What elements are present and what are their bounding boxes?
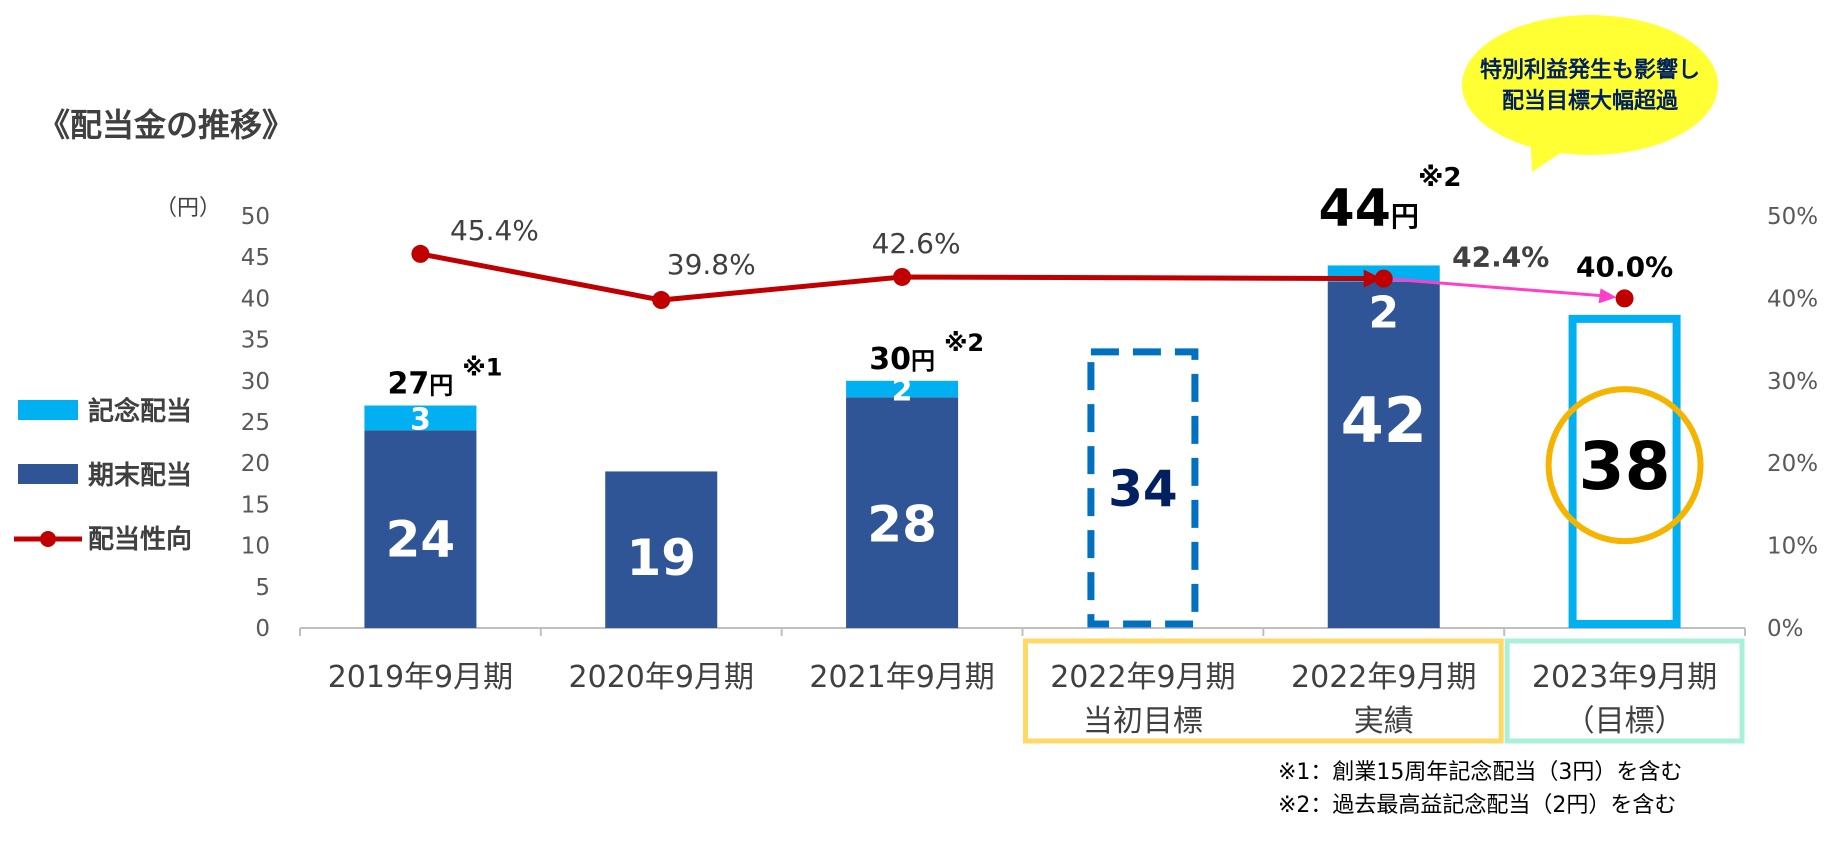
bar-value-label: 28 [867,496,937,554]
left-tick-label: 50 [241,204,270,230]
category-label: 実績 [1354,704,1414,739]
bar-value-label: 24 [386,511,456,569]
left-tick-label: 35 [241,328,270,354]
category-highlight-box [1023,638,1504,744]
category-highlight-box [1504,638,1745,744]
left-tick-label: 45 [241,245,270,271]
payout-ratio-point [652,291,671,310]
bar-commemorative-dividend [846,380,959,398]
category-label: （目標） [1565,704,1685,739]
callout-text: 特別利益発生も影響し [1480,57,1700,83]
left-tick-label: 25 [241,410,270,436]
right-tick-label: 10% [1767,534,1818,560]
segment-value-label: 2 [892,373,913,408]
bar-value-label: 34 [1108,460,1178,518]
category-label: 2022年9月期 [1291,660,1476,695]
callout-tail [1530,130,1580,172]
bar-year-end-dividend [364,430,477,628]
payout-ratio-label: 42.4% [1452,241,1549,274]
payout-ratio-point [1374,269,1393,288]
payout-ratio-point [411,244,430,263]
payout-ratio-label: 42.6% [872,227,961,260]
legend-label: 記念配当 [88,396,192,427]
arrowhead [1363,269,1382,288]
left-tick-label: 0 [255,616,270,642]
bar-year-end-dividend [605,471,718,628]
left-tick-label: 20 [241,451,270,477]
right-tick-label: 30% [1767,369,1818,395]
category-label: 当初目標 [1083,704,1203,739]
total-value-label: 44円 [1319,179,1419,239]
bar-target-outline [1087,348,1199,628]
payout-ratio-label: 39.8% [667,248,756,281]
arrowhead [1598,288,1617,304]
legend-label: 期末配当 [88,461,192,491]
right-tick-label: 20% [1767,451,1818,477]
connector-line [1383,277,1611,298]
right-tick-label: 0% [1767,616,1804,642]
footnote: ※1：創業15周年記念配当（3円）を含む [1278,760,1682,785]
left-tick-label: 10 [241,534,270,560]
category-label: 2020年9月期 [569,660,754,695]
category-label: 2022年9月期 [1050,660,1235,695]
bar-commemorative-dividend [364,405,477,431]
legend-swatch [18,464,78,484]
payout-ratio-point [1615,289,1634,308]
category-label: 2023年9月期 [1532,660,1717,695]
bar-year-end-dividend [1327,281,1440,628]
legend-marker [40,531,56,547]
category-label: 2021年9月期 [809,660,994,695]
left-tick-label: 5 [255,575,270,601]
payout-ratio-point [893,267,912,286]
payout-ratio-line [419,251,1384,303]
footnote-marker: ※2 [1418,163,1461,193]
footnote: ※2：過去最高益記念配当（2円）を含む [1278,793,1676,818]
left-tick-label: 30 [241,369,270,395]
right-tick-label: 50% [1767,204,1818,230]
total-value-label: 30円 [869,342,935,377]
bar-value-label: 19 [626,529,696,587]
payout-ratio-label: 45.4% [450,214,539,247]
payout-ratio-label: 40.0% [1576,250,1673,283]
segment-value-label: 3 [410,402,431,437]
legend-label: 配当性向 [88,524,192,555]
left-tick-label: 40 [241,286,270,312]
bar-year-end-dividend [846,397,959,628]
footnote-marker: ※1 [462,354,502,382]
segment-value-label: 2 [1368,287,1399,338]
total-value-label: 27円 [388,367,454,402]
callout-bubble [1462,15,1718,155]
left-tick-label: 15 [241,492,270,518]
left-axis-unit: （円） [155,196,221,221]
page-title: 《配当金の推移》 [38,106,295,144]
category-label: 2019年9月期 [328,660,513,695]
bar-value-label: 38 [1579,428,1671,505]
legend-swatch [18,400,78,420]
highlight-circle [1545,386,1704,545]
right-tick-label: 40% [1767,286,1818,312]
footnote-marker: ※2 [944,329,984,357]
callout-text: 配当目標大幅超過 [1502,88,1679,114]
bar-target-outline [1568,314,1681,628]
bar-value-label: 42 [1341,384,1427,457]
